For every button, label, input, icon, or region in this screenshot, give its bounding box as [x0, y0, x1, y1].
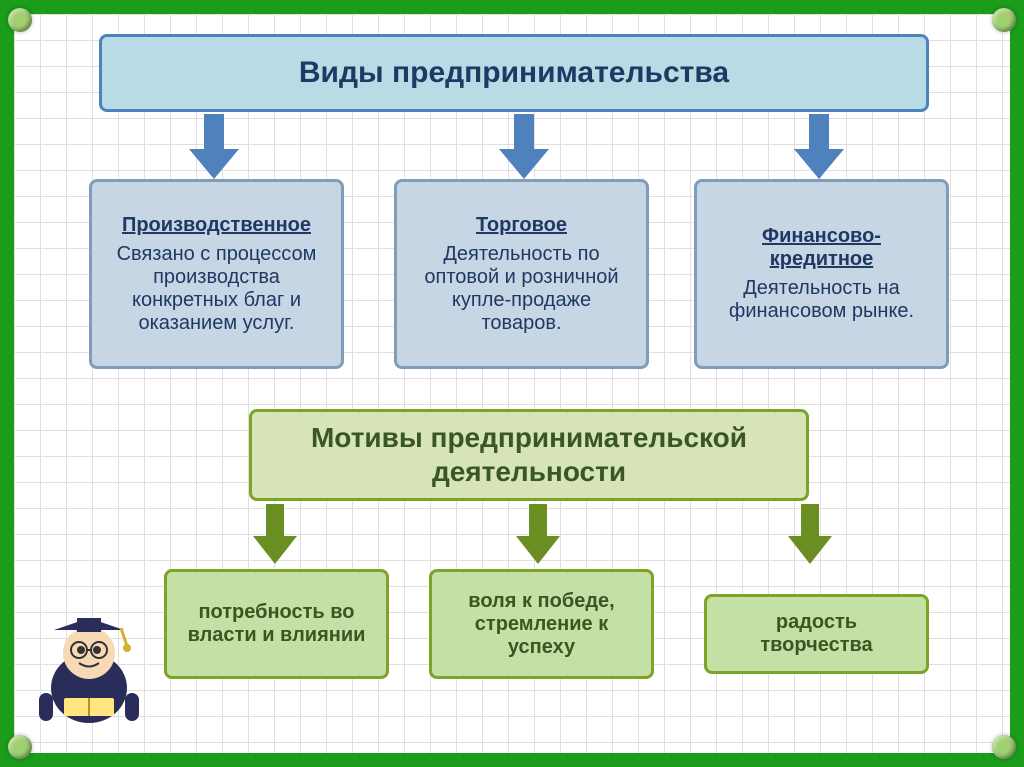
type-box-production: Производственное Связано с процессом про…: [89, 179, 344, 369]
motives-header: Мотивы предпринимательской деятельности: [249, 409, 809, 501]
type-box-trade: Торговое Деятельность по оптовой и розни…: [394, 179, 649, 369]
type-desc: Деятельность на финансовом рынке.: [711, 277, 932, 323]
arrow-down-icon: [784, 504, 836, 564]
type-title: Торговое: [476, 214, 567, 237]
type-desc: Деятельность по оптовой и розничной купл…: [411, 243, 632, 335]
arrow-down-icon: [494, 114, 554, 179]
arrow-down-icon: [249, 504, 301, 564]
type-box-finance: Финансово-кредитное Деятельность на фина…: [694, 179, 949, 369]
type-title: Финансово-кредитное: [711, 225, 932, 271]
motive-box: радость творчества: [704, 594, 929, 674]
arrow-down-icon: [512, 504, 564, 564]
professor-mascot-icon: [29, 598, 149, 728]
arrow-down-icon: [789, 114, 849, 179]
frame-corner: [8, 735, 32, 759]
motive-box: воля к победе, стремление к успеху: [429, 569, 654, 679]
type-desc: Связано с процессом производства конкрет…: [106, 243, 327, 335]
type-title: Производственное: [122, 214, 311, 237]
types-header: Виды предпринимательства: [99, 34, 929, 112]
slide-frame: Виды предпринимательства Производственно…: [0, 0, 1024, 767]
arrow-down-icon: [184, 114, 244, 179]
frame-corner: [992, 735, 1016, 759]
motive-box: потребность во власти и влиянии: [164, 569, 389, 679]
frame-corner: [8, 8, 32, 32]
frame-corner: [992, 8, 1016, 32]
